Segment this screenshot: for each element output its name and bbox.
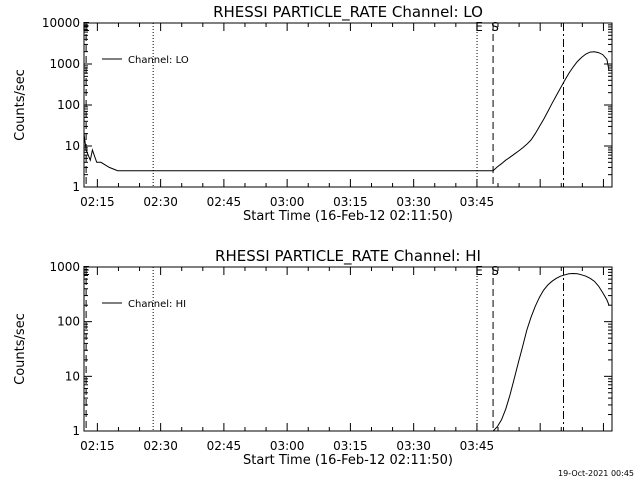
panel-2-marker-label-S: S [491, 264, 499, 278]
panel-2-y-tick-label: 10 [65, 369, 80, 383]
panel-1-chart-title: RHESSI PARTICLE_RATE Channel: LO [213, 3, 483, 22]
panel-2-x-tick-label: 03:30 [396, 439, 431, 453]
panel-1-x-tick-label: 02:15 [80, 195, 115, 209]
panel-2-x-axis-label: Start Time (16-Feb-12 02:11:50) [243, 453, 453, 468]
panel-1-plot-frame [83, 22, 613, 188]
panel-1-x-tick-label: 02:30 [143, 195, 178, 209]
panel-2-y-axis-label: Counts/sec [13, 313, 28, 385]
panel-2-legend-label: Channel: HI [128, 299, 186, 310]
panel-1-x-tick-label: 02:45 [207, 195, 242, 209]
panel-2-y-tick-label: 1000 [49, 260, 80, 274]
panel-2-x-tick-label: 02:15 [80, 439, 115, 453]
panel-2-corner-label: E [82, 264, 90, 278]
panel-1-y-tick-label: 1000 [49, 57, 80, 71]
panel-2-x-tick-label: 03:00 [270, 439, 305, 453]
panel-1-y-tick-label: 10 [65, 139, 80, 153]
panel-2-x-tick-label: 02:45 [207, 439, 242, 453]
panel-1-y-axis-label: Counts/sec [13, 69, 28, 141]
panel-2-chart-title: RHESSI PARTICLE_RATE Channel: HI [215, 247, 481, 266]
panel-2-x-tick-label: 03:45 [460, 439, 495, 453]
panel-1-y-tick-label: 10000 [42, 16, 80, 30]
panel-1-x-tick-label: 03:30 [396, 195, 431, 209]
panel-1-x-tick-label: 03:15 [333, 195, 368, 209]
panel-1-x-tick-label: 03:45 [460, 195, 495, 209]
panel-1-marker-label-S: S [491, 20, 499, 34]
panel-2-y-tick-label: 1 [72, 424, 80, 438]
panel-1-x-tick-label: 03:00 [270, 195, 305, 209]
panel-1-marker-label-E: E [475, 20, 483, 34]
panel-2-marker-label-E: E [475, 264, 483, 278]
panel-2-series-line-1 [492, 272, 610, 432]
panel-1-corner-label: E [82, 20, 90, 34]
footer-timestamp: 19-Oct-2021 00:45 [558, 469, 634, 478]
panel-1-x-axis-label: Start Time (16-Feb-12 02:11:50) [243, 209, 453, 224]
panel-1-series-line-1 [83, 51, 610, 172]
panel-2-x-tick-label: 03:15 [333, 439, 368, 453]
panel-1-y-tick-label: 1 [72, 180, 80, 194]
panel-2-x-tick-label: 02:30 [143, 439, 178, 453]
panel-2-y-tick-label: 100 [57, 315, 80, 329]
panel-1-y-tick-label: 100 [57, 98, 80, 112]
panel-2-plot-frame [83, 266, 613, 432]
panel-1-legend-label: Channel: LO [128, 55, 189, 66]
